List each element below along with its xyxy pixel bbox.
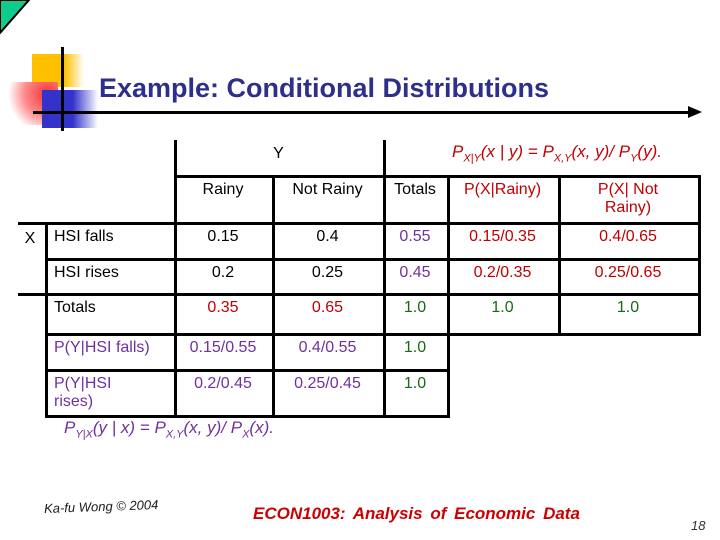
table-cell: 0.4/0.55 [298, 339, 357, 356]
formula-term: P [452, 142, 464, 161]
formula-term: P [64, 418, 76, 437]
arrow-head-icon [688, 106, 702, 118]
table-border [45, 222, 48, 418]
yellow-square-decoration [32, 54, 84, 87]
row-label-p-y-given-hsi-falls: P(Y|HSI falls) [54, 339, 150, 356]
table-cell: 0.15/0.35 [469, 228, 536, 245]
formula-subscript: X|Y [463, 152, 481, 165]
formula-term: (x | y) = [480, 142, 543, 161]
table-border [18, 222, 701, 225]
table-border [45, 258, 701, 261]
y-variable-label: Y [273, 145, 284, 162]
formula-term: P [154, 418, 166, 437]
table-cell: 0.2/0.35 [473, 264, 532, 281]
row-label-hsi-rises: HSI rises [54, 264, 119, 281]
table-cell: 1.0 [403, 375, 427, 392]
table-border [45, 369, 450, 372]
col-header-totals: Totals [394, 181, 436, 198]
table-border [45, 333, 701, 336]
formula-term: P [230, 418, 243, 437]
table-cell: 1.0 [403, 299, 427, 316]
formula-term: (y). [637, 142, 662, 161]
table-border [45, 415, 450, 418]
formula-subscript: X,Y [165, 428, 184, 441]
table-border [174, 140, 177, 418]
vertical-rule-decoration [61, 47, 64, 131]
table-cell: 0.4 [316, 228, 339, 245]
author-credit: Ka-fu Wong © 2004 [43, 497, 159, 516]
formula-term: (x). [249, 418, 274, 437]
table-border [447, 175, 450, 418]
formula-p-y-given-x: PY|X(y | x) = PX,Y(x, y)/ PX(x). [64, 418, 274, 440]
formula-p-x-given-y: PX|Y(x | y) = PX,Y(x, y)/ PY(y). [452, 142, 662, 164]
row-label-p-y-given-hsi-rises: P(Y|HSI rises) [54, 375, 112, 411]
formula-term: P [542, 142, 554, 161]
table-cell: 1.0 [616, 299, 640, 316]
table-cell: 0.25/0.45 [294, 375, 361, 392]
page-number: 18 [691, 518, 706, 533]
col-header-rainy: Rainy [202, 181, 244, 198]
formula-subscript: X,Y [553, 152, 572, 165]
table-border [18, 293, 701, 296]
formula-subscript: Y|X [75, 428, 93, 441]
col-header-p-x-given-not-rainy: P(X| Not Rainy) [597, 181, 659, 217]
row-label-totals: Totals [54, 299, 96, 316]
table-cell: 0.15 [207, 228, 239, 245]
formula-term: (x, y)/ [183, 418, 231, 437]
table-cell: 0.15/0.55 [189, 339, 257, 356]
table-border [383, 140, 386, 418]
table-cell: 1.0 [491, 299, 514, 316]
table-cell: 1.0 [403, 339, 427, 356]
table-border [698, 175, 701, 336]
col-header-p-x-given-rainy: P(X|Rainy) [463, 181, 542, 198]
horizontal-arrow-line [33, 111, 691, 114]
table-border [174, 175, 701, 178]
formula-subscript: Y [630, 152, 638, 165]
table-cell: 0.55 [399, 228, 431, 245]
table-cell: 0.65 [311, 299, 344, 316]
col-header-not-rainy: Not Rainy [292, 181, 363, 198]
row-label-hsi-falls: HSI falls [54, 228, 114, 245]
slide-title: Example: Conditional Distributions [99, 73, 550, 103]
table-cell: 0.4/0.65 [599, 228, 657, 245]
course-title: ECON1003: Analysis of Economic Data [253, 504, 580, 523]
table-cell: 0.25/0.65 [594, 264, 662, 281]
x-variable-label: X [24, 230, 36, 247]
corner-triangle-decoration [0, 0, 31, 35]
table-cell: 0.2/0.45 [194, 375, 252, 392]
formula-subscript: X [242, 428, 250, 441]
table-cell: 0.45 [399, 264, 431, 281]
blue-square-decoration [42, 90, 98, 128]
table-cell: 0.25 [311, 264, 344, 281]
table-border [558, 175, 561, 336]
table-border [272, 175, 275, 418]
formula-term: P [618, 142, 631, 161]
table-cell: 0.35 [207, 299, 239, 316]
formula-term: (x, y)/ [571, 142, 619, 161]
table-cell: 0.2 [211, 264, 235, 281]
formula-term: (y | x) = [92, 418, 155, 437]
